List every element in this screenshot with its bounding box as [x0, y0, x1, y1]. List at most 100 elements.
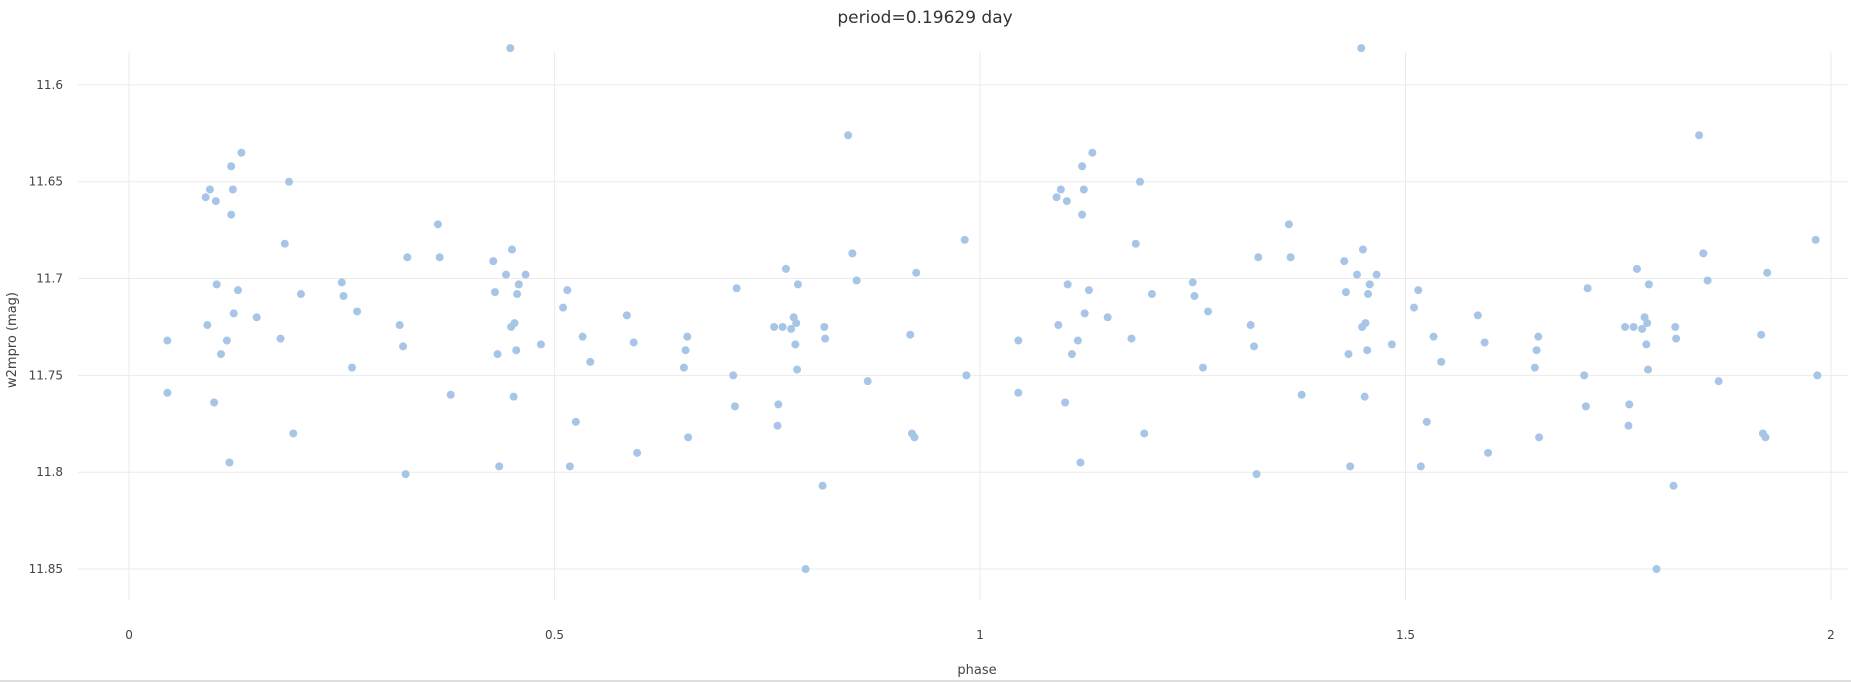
data-point[interactable]: [521, 270, 530, 279]
data-point[interactable]: [1422, 417, 1431, 426]
data-point[interactable]: [1429, 332, 1438, 341]
data-point[interactable]: [622, 311, 631, 320]
data-point[interactable]: [280, 239, 289, 248]
data-point[interactable]: [536, 340, 545, 349]
data-point[interactable]: [1078, 162, 1087, 171]
data-point[interactable]: [216, 350, 225, 359]
data-point[interactable]: [1583, 284, 1592, 293]
data-point[interactable]: [787, 324, 796, 333]
data-point[interactable]: [1581, 402, 1590, 411]
data-point[interactable]: [1014, 336, 1023, 345]
data-point[interactable]: [1387, 340, 1396, 349]
data-point[interactable]: [563, 286, 572, 295]
data-point[interactable]: [210, 398, 219, 407]
data-point[interactable]: [910, 433, 919, 442]
data-point[interactable]: [233, 286, 242, 295]
data-point[interactable]: [514, 280, 523, 289]
data-point[interactable]: [962, 371, 971, 380]
data-point[interactable]: [513, 290, 522, 299]
data-point[interactable]: [1079, 185, 1088, 194]
data-point[interactable]: [1437, 357, 1446, 366]
data-point[interactable]: [1652, 565, 1661, 574]
data-point[interactable]: [1131, 239, 1140, 248]
data-point[interactable]: [1127, 334, 1136, 343]
data-point[interactable]: [446, 390, 455, 399]
data-point[interactable]: [852, 276, 861, 285]
data-point[interactable]: [1644, 280, 1653, 289]
data-point[interactable]: [565, 462, 574, 471]
data-point[interactable]: [778, 322, 787, 331]
data-point[interactable]: [1410, 303, 1419, 312]
data-point[interactable]: [506, 44, 515, 53]
data-point[interactable]: [1140, 429, 1149, 438]
data-point[interactable]: [203, 321, 212, 330]
data-point[interactable]: [1340, 257, 1349, 266]
data-point[interactable]: [509, 392, 518, 401]
data-point[interactable]: [276, 334, 285, 343]
data-point[interactable]: [782, 264, 790, 273]
data-point[interactable]: [1346, 462, 1355, 471]
data-point[interactable]: [1703, 276, 1712, 285]
data-point[interactable]: [237, 148, 246, 157]
data-point[interactable]: [1246, 321, 1255, 330]
data-point[interactable]: [1644, 365, 1653, 374]
data-point[interactable]: [960, 235, 969, 244]
data-point[interactable]: [1813, 371, 1822, 380]
data-point[interactable]: [912, 268, 921, 277]
data-point[interactable]: [1147, 290, 1156, 299]
data-point[interactable]: [633, 448, 642, 457]
data-point[interactable]: [774, 400, 783, 409]
data-point[interactable]: [1361, 319, 1370, 328]
data-point[interactable]: [1763, 268, 1772, 277]
data-point[interactable]: [1534, 332, 1543, 341]
data-point[interactable]: [770, 322, 779, 331]
data-point[interactable]: [1080, 309, 1089, 318]
data-point[interactable]: [1365, 280, 1374, 289]
data-point[interactable]: [1643, 319, 1652, 328]
data-point[interactable]: [433, 220, 442, 229]
data-point[interactable]: [1414, 286, 1423, 295]
data-point[interactable]: [818, 481, 827, 490]
data-point[interactable]: [201, 193, 210, 202]
data-point[interactable]: [1136, 177, 1144, 186]
data-point[interactable]: [1052, 193, 1061, 202]
data-point[interactable]: [339, 291, 348, 300]
data-point[interactable]: [1532, 346, 1541, 355]
data-point[interactable]: [228, 185, 237, 194]
data-point[interactable]: [586, 357, 595, 366]
data-point[interactable]: [489, 257, 498, 266]
data-point[interactable]: [821, 334, 830, 343]
data-point[interactable]: [1341, 288, 1350, 297]
data-point[interactable]: [732, 284, 741, 293]
data-point[interactable]: [1254, 253, 1263, 262]
data-point[interactable]: [225, 458, 234, 467]
data-point[interactable]: [1671, 322, 1680, 331]
data-point[interactable]: [559, 303, 568, 312]
data-point[interactable]: [1642, 340, 1651, 349]
data-point[interactable]: [507, 245, 516, 254]
data-point[interactable]: [296, 290, 305, 299]
data-point[interactable]: [1624, 421, 1633, 430]
data-point[interactable]: [395, 321, 404, 330]
data-point[interactable]: [399, 342, 408, 351]
data-point[interactable]: [493, 350, 502, 359]
data-point[interactable]: [1056, 185, 1065, 194]
data-point[interactable]: [791, 340, 800, 349]
data-point[interactable]: [848, 249, 857, 258]
data-point[interactable]: [490, 288, 499, 297]
data-point[interactable]: [285, 177, 294, 186]
data-point[interactable]: [212, 280, 221, 289]
data-point[interactable]: [1284, 220, 1293, 229]
data-point[interactable]: [1084, 286, 1093, 295]
data-point[interactable]: [1757, 330, 1766, 339]
data-point[interactable]: [1669, 481, 1678, 490]
data-point[interactable]: [1344, 350, 1353, 359]
data-point[interactable]: [222, 336, 231, 345]
data-point[interactable]: [502, 270, 511, 279]
data-point[interactable]: [681, 346, 690, 355]
data-point[interactable]: [1672, 334, 1681, 343]
data-point[interactable]: [495, 462, 504, 471]
data-point[interactable]: [1372, 270, 1381, 279]
data-point[interactable]: [1250, 342, 1259, 351]
data-point[interactable]: [1580, 371, 1589, 380]
